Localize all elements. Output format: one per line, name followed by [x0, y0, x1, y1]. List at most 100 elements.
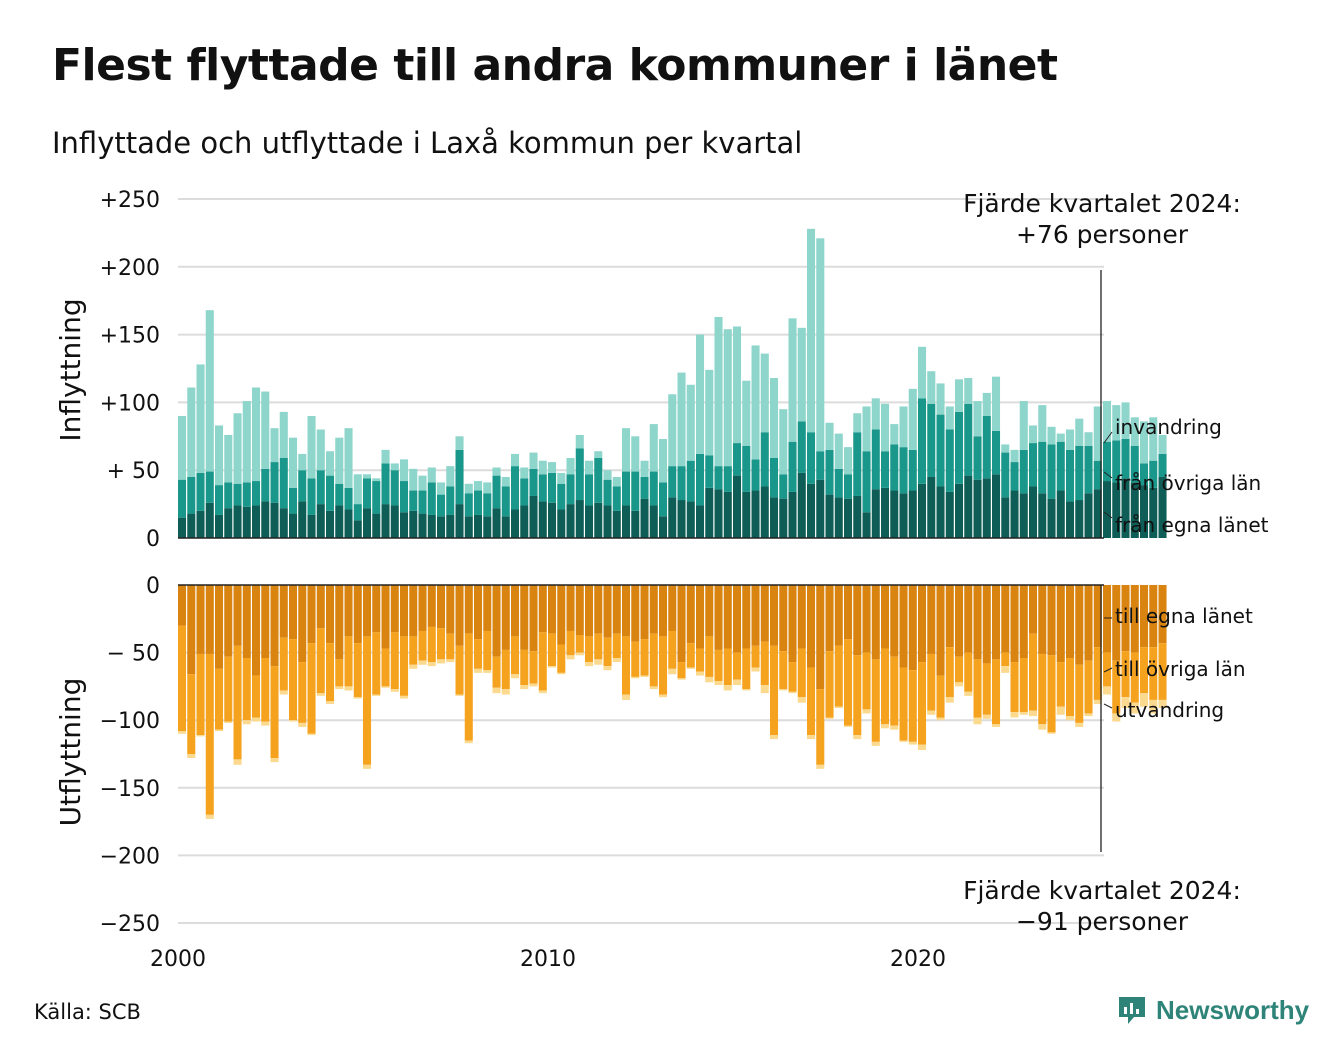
bar-inflow-immigration [1112, 405, 1121, 441]
bar-inflow-other-counties [816, 451, 825, 480]
bar-inflow-own-county [927, 476, 936, 538]
bar-inflow-own-county [751, 490, 760, 538]
bar-outflow-emigration [992, 724, 1001, 727]
bar-inflow-immigration [723, 329, 732, 467]
bar-outflow-other-counties [779, 651, 788, 690]
bar-inflow-immigration [1019, 401, 1028, 450]
bar-outflow-own-county [409, 585, 418, 637]
bar-inflow-own-county [279, 508, 288, 538]
bar-outflow-other-counties [677, 662, 686, 679]
bar-outflow-other-counties [335, 659, 344, 687]
bar-inflow-immigration [982, 392, 991, 416]
bar-outflow-emigration [973, 717, 982, 725]
bar-inflow-own-county [936, 486, 945, 538]
bar-inflow-other-counties [594, 457, 603, 503]
bar-inflow-other-counties [575, 448, 584, 501]
bar-outflow-other-counties [844, 639, 853, 726]
bar-outflow-own-county [575, 585, 584, 636]
bar-outflow-emigration [316, 693, 325, 696]
bar-inflow-immigration [696, 334, 705, 454]
bar-inflow-other-counties [751, 459, 760, 491]
bar-outflow-emigration [594, 659, 603, 665]
bar-outflow-other-counties [455, 645, 464, 695]
bar-inflow-immigration [1029, 425, 1038, 444]
bar-inflow-own-county [807, 483, 816, 538]
bar-inflow-immigration [770, 377, 779, 458]
bar-inflow-immigration [492, 467, 501, 476]
y-tick-label: +100 [100, 391, 160, 416]
bar-outflow-own-county [1121, 585, 1130, 652]
bar-outflow-other-counties [640, 639, 649, 676]
bar-inflow-other-counties [788, 441, 797, 492]
bar-outflow-emigration [1075, 722, 1084, 727]
bar-outflow-own-county [1093, 585, 1102, 648]
bar-outflow-other-counties [585, 636, 594, 663]
bar-outflow-own-county [492, 585, 501, 657]
bar-inflow-immigration [548, 462, 557, 473]
bar-inflow-own-county [612, 510, 621, 538]
bar-inflow-other-counties [696, 453, 705, 506]
bar-inflow-own-county [1056, 490, 1065, 538]
bar-inflow-own-county [307, 514, 316, 538]
bar-outflow-own-county [1066, 585, 1075, 659]
bar-outflow-other-counties [215, 668, 224, 730]
bar-inflow-own-county [1093, 489, 1102, 538]
bar-outflow-own-county [242, 585, 251, 659]
bar-outflow-own-county [677, 585, 686, 663]
bar-inflow-other-counties [760, 432, 769, 487]
bar-inflow-immigration [1103, 401, 1112, 442]
bar-outflow-own-county [233, 585, 242, 646]
bar-outflow-other-counties [1112, 660, 1121, 714]
bar-inflow-own-county [316, 504, 325, 538]
bar-outflow-emigration [881, 724, 890, 729]
bar-outflow-own-county [1019, 585, 1028, 659]
bar-outflow-own-county [427, 585, 436, 627]
bar-outflow-own-county [770, 585, 779, 646]
bar-outflow-other-counties [723, 648, 732, 686]
bar-inflow-other-counties [390, 470, 399, 506]
bar-inflow-immigration [668, 394, 677, 467]
bar-outflow-own-county [252, 585, 261, 676]
bar-outflow-emigration [557, 672, 566, 675]
bar-inflow-own-county [594, 502, 603, 538]
bar-inflow-other-counties [807, 432, 816, 484]
bar-inflow-immigration [483, 482, 492, 494]
legend-leader [1103, 471, 1113, 479]
bar-inflow-own-county [890, 490, 899, 538]
newsworthy-logo[interactable]: Newsworthy [1116, 994, 1309, 1026]
bar-outflow-own-county [760, 585, 769, 642]
bar-inflow-immigration [964, 377, 973, 404]
bar-outflow-other-counties [224, 656, 233, 722]
bar-outflow-own-county [705, 585, 714, 637]
bar-outflow-other-counties [668, 630, 677, 669]
bar-outflow-other-counties [890, 656, 899, 726]
bar-inflow-immigration [631, 436, 640, 472]
legend-leader [1103, 511, 1113, 519]
bar-outflow-other-counties [733, 652, 742, 680]
bar-outflow-other-counties [649, 633, 658, 687]
bar-outflow-emigration [890, 725, 899, 730]
legend-leader [1103, 431, 1113, 444]
bar-outflow-other-counties [400, 636, 409, 696]
bar-outflow-emigration [427, 662, 436, 667]
bar-inflow-other-counties [955, 411, 964, 484]
bar-inflow-own-county [178, 517, 187, 538]
bar-outflow-emigration [807, 735, 816, 740]
bar-outflow-own-county [455, 585, 464, 646]
bar-inflow-immigration [409, 468, 418, 491]
bar-outflow-emigration [298, 722, 307, 727]
chart-bubble-icon [1119, 997, 1145, 1024]
bar-outflow-emigration [483, 670, 492, 673]
bar-inflow-other-counties [1001, 452, 1010, 498]
bar-inflow-immigration [196, 364, 205, 473]
bar-outflow-other-counties [742, 648, 751, 690]
bar-outflow-emigration [455, 694, 464, 696]
bar-outflow-emigration [825, 717, 834, 719]
bar-inflow-own-county [538, 501, 547, 538]
bar-outflow-emigration [816, 764, 825, 769]
bar-outflow-own-county [825, 585, 834, 652]
bar-inflow-other-counties [270, 462, 279, 503]
bar-inflow-immigration [1066, 429, 1075, 450]
bar-inflow-own-county [224, 508, 233, 538]
y-tick-label: +250 [100, 188, 160, 213]
